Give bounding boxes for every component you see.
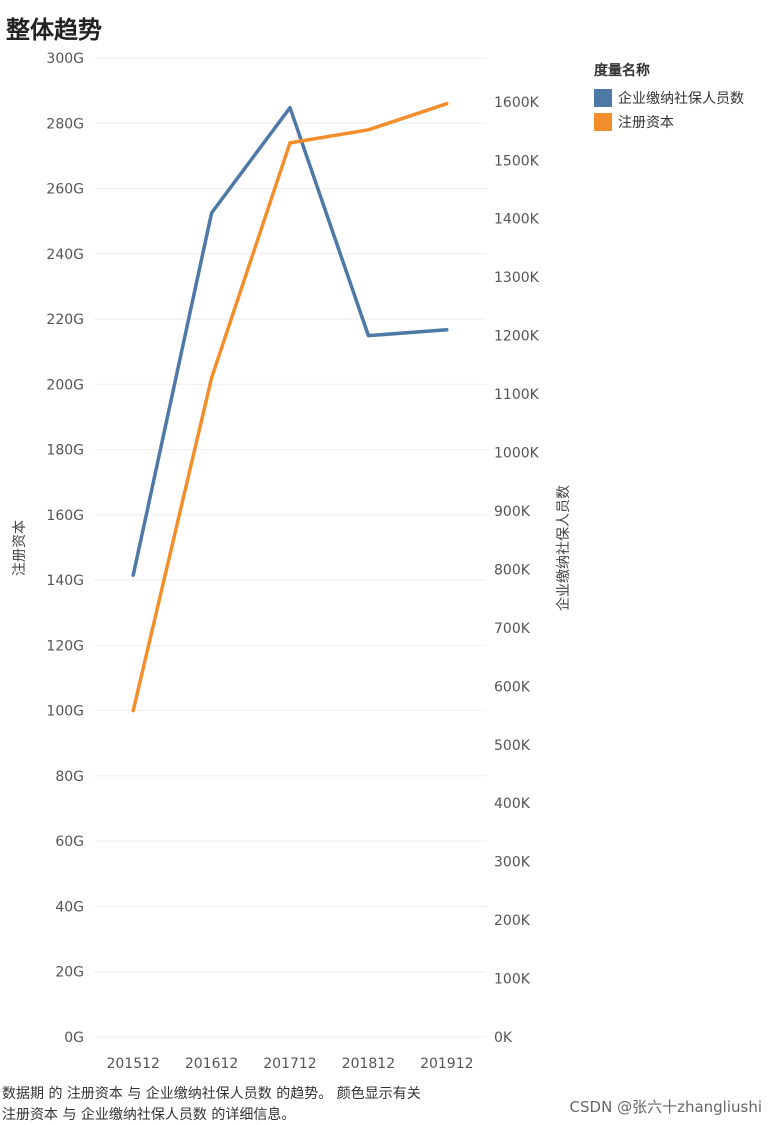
- grid-layer: [94, 57, 486, 1038]
- left-tick-label: 60G: [55, 834, 84, 850]
- right-tick-label: 1300K: [494, 270, 540, 286]
- left-tick-label: 180G: [46, 443, 84, 459]
- left-tick-label: 40G: [55, 899, 84, 915]
- left-tick-label: 200G: [46, 377, 84, 393]
- data-point[interactable]: [366, 334, 370, 338]
- data-point[interactable]: [131, 709, 135, 713]
- right-tick-label: 800K: [494, 562, 531, 578]
- right-tick-label: 900K: [494, 504, 531, 520]
- right-tick-label: 700K: [494, 621, 531, 637]
- caption-line-1: 数据期 的 注册资本 与 企业缴纳社保人员数 的趋势。 颜色显示有关: [2, 1086, 421, 1102]
- right-tick-label: 1400K: [494, 212, 540, 228]
- right-tick-label: 500K: [494, 738, 531, 754]
- legend-label-registered-capital: 注册资本: [618, 115, 674, 131]
- series-line-registered-capital[interactable]: [131, 101, 449, 713]
- right-axis-title: 企业缴纳社保人员数: [555, 485, 572, 611]
- right-tick-label: 600K: [494, 679, 531, 695]
- legend: 度量名称 企业缴纳社保人员数 注册资本: [594, 60, 744, 134]
- x-tick-label: 201812: [342, 1056, 395, 1072]
- right-tick-label: 1200K: [494, 329, 540, 345]
- left-tick-label: 160G: [46, 508, 84, 524]
- data-point[interactable]: [210, 211, 214, 215]
- left-tick-label: 280G: [46, 116, 84, 132]
- data-point[interactable]: [131, 573, 135, 577]
- chart-title: 整体趋势: [6, 16, 102, 44]
- left-tick-label: 100G: [46, 704, 84, 720]
- left-axis-ticks: 0G 20G 40G 60G 80G 100G 120G 140G 160G 180G 200G 22…: [46, 51, 84, 1046]
- left-tick-label: 240G: [46, 247, 84, 263]
- x-axis-ticks: 201512 201612 201712 201812 201912: [106, 1056, 473, 1072]
- watermark: CSDN @张六十zhangliushi: [569, 1098, 762, 1116]
- left-tick-label: 220G: [46, 312, 84, 328]
- left-tick-label: 300G: [46, 51, 84, 67]
- legend-swatch-social-security: [594, 89, 612, 107]
- legend-item-registered-capital[interactable]: 注册资本: [594, 110, 744, 134]
- left-tick-label: 140G: [46, 573, 84, 589]
- legend-title: 度量名称: [594, 63, 650, 79]
- right-tick-label: 100K: [494, 972, 531, 988]
- legend-swatch-registered-capital: [594, 113, 612, 131]
- right-tick-label: 1000K: [494, 446, 540, 462]
- left-tick-label: 80G: [55, 769, 84, 785]
- left-tick-label: 260G: [46, 182, 84, 198]
- left-tick-label: 0G: [64, 1030, 84, 1046]
- right-tick-label: 1500K: [494, 153, 540, 169]
- legend-label-social-security: 企业缴纳社保人员数: [618, 91, 744, 107]
- chart-caption: 数据期 的 注册资本 与 企业缴纳社保人员数 的趋势。 颜色显示有关 注册资本 …: [2, 1084, 472, 1125]
- left-axis-title: 注册资本: [12, 520, 28, 576]
- left-tick-label: 20G: [55, 965, 84, 981]
- left-tick-label: 120G: [46, 638, 84, 654]
- data-point[interactable]: [445, 328, 449, 332]
- right-tick-label: 200K: [494, 913, 531, 929]
- data-point[interactable]: [288, 106, 292, 110]
- right-tick-label: 1600K: [494, 95, 540, 111]
- x-tick-label: 201712: [263, 1056, 316, 1072]
- right-tick-label: 0K: [494, 1030, 513, 1046]
- right-tick-label: 1100K: [494, 387, 540, 403]
- caption-line-2: 注册资本 与 企业缴纳社保人员数 的详细信息。: [2, 1107, 296, 1123]
- data-point[interactable]: [288, 141, 292, 145]
- data-point[interactable]: [210, 376, 214, 380]
- legend-item-social-security[interactable]: 企业缴纳社保人员数: [594, 86, 744, 110]
- right-axis-ticks: 0K 100K 200K 300K 400K 500K 600K 700K 800K 900K 10…: [494, 95, 540, 1046]
- right-tick-label: 300K: [494, 855, 531, 871]
- chart-canvas: 0G 20G 40G 60G 80G 100G 120G 140G 160G 180G 200G 22…: [12, 51, 572, 1072]
- data-point[interactable]: [366, 128, 370, 132]
- x-tick-label: 201912: [420, 1056, 473, 1072]
- data-point[interactable]: [445, 102, 449, 106]
- series-layer: [131, 101, 449, 713]
- x-tick-label: 201512: [106, 1056, 159, 1072]
- right-tick-label: 400K: [494, 796, 531, 812]
- x-tick-label: 201612: [185, 1056, 238, 1072]
